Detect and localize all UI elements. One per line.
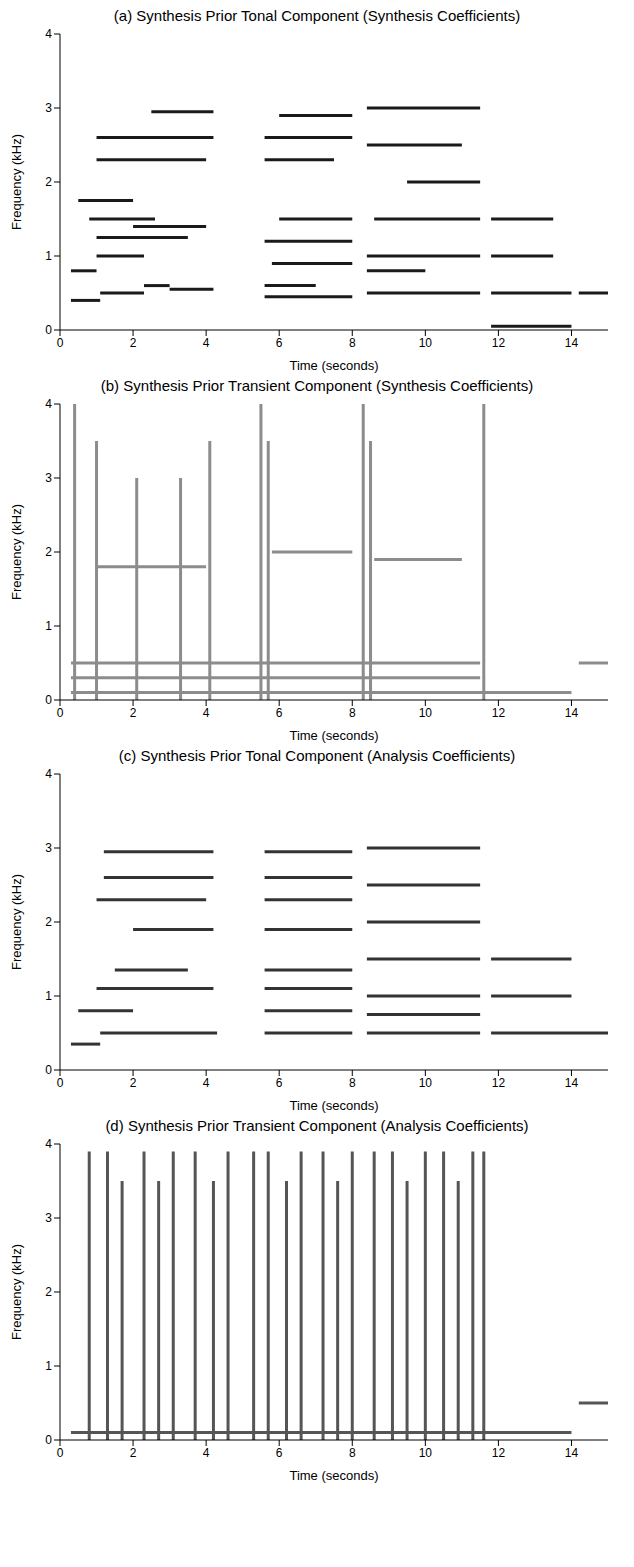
html-text:(a) Synthesis Prior Tonal Comp: (a) Synthesis Prior Tonal Component (Syn…: [113, 7, 521, 24]
html-text:(c) Synthesis Prior Tonal Comp: (c) Synthesis Prior Tonal Component (Ana…: [118, 747, 516, 764]
svg-text:Time (seconds): Time (seconds): [289, 1468, 378, 1483]
svg-text:12: 12: [492, 1076, 506, 1090]
svg-text:14: 14: [565, 336, 579, 350]
svg-text:10: 10: [419, 1076, 433, 1090]
svg-text:0: 0: [45, 323, 52, 337]
svg-text:8: 8: [349, 1446, 356, 1460]
svg-text:Frequency (kHz): Frequency (kHz): [9, 134, 24, 230]
svg-text:1: 1: [45, 989, 52, 1003]
svg-text:3: 3: [45, 841, 52, 855]
svg-text:6: 6: [276, 1446, 283, 1460]
svg-text:0: 0: [57, 706, 64, 720]
svg-text:4: 4: [45, 1137, 52, 1151]
svg-text:1: 1: [45, 249, 52, 263]
svg-text:0: 0: [45, 1063, 52, 1077]
svg-text:4: 4: [203, 1446, 210, 1460]
svg-text:4: 4: [203, 1076, 210, 1090]
svg-text:0: 0: [45, 693, 52, 707]
svg-text:Frequency (kHz): Frequency (kHz): [9, 874, 24, 970]
svg-text:Time (seconds): Time (seconds): [289, 728, 378, 743]
svg-text:12: 12: [492, 1446, 506, 1460]
svg-text:4: 4: [203, 706, 210, 720]
svg-text:4: 4: [203, 336, 210, 350]
svg-text:4: 4: [45, 27, 52, 41]
svg-text:12: 12: [492, 706, 506, 720]
svg-text:2: 2: [45, 1285, 52, 1299]
svg-text:6: 6: [276, 1076, 283, 1090]
svg-text:2: 2: [45, 915, 52, 929]
svg-text:2: 2: [130, 1076, 137, 1090]
svg-text:14: 14: [565, 1076, 579, 1090]
svg-text:0: 0: [57, 336, 64, 350]
svg-text:Frequency (kHz): Frequency (kHz): [9, 504, 24, 600]
svg-text:14: 14: [565, 706, 579, 720]
svg-text:10: 10: [419, 706, 433, 720]
svg-text:Time (seconds): Time (seconds): [289, 1098, 378, 1113]
svg-text:3: 3: [45, 101, 52, 115]
svg-text:6: 6: [276, 336, 283, 350]
svg-text:2: 2: [130, 1446, 137, 1460]
svg-text:4: 4: [45, 767, 52, 781]
svg-text:0: 0: [45, 1433, 52, 1447]
svg-text:12: 12: [492, 336, 506, 350]
svg-text:4: 4: [45, 397, 52, 411]
svg-text:8: 8: [349, 336, 356, 350]
svg-text:2: 2: [45, 175, 52, 189]
svg-text:2: 2: [130, 336, 137, 350]
svg-text:2: 2: [45, 545, 52, 559]
svg-text:14: 14: [565, 1446, 579, 1460]
svg-text:0: 0: [57, 1446, 64, 1460]
svg-text:0: 0: [57, 1076, 64, 1090]
svg-text:Frequency (kHz): Frequency (kHz): [9, 1244, 24, 1340]
svg-text:8: 8: [349, 706, 356, 720]
svg-text:3: 3: [45, 471, 52, 485]
html-text:(d) Synthesis Prior Transient: (d) Synthesis Prior Transient Component …: [105, 1117, 529, 1134]
svg-text:1: 1: [45, 619, 52, 633]
svg-text:2: 2: [130, 706, 137, 720]
svg-text:6: 6: [276, 706, 283, 720]
svg-text:10: 10: [419, 336, 433, 350]
html-text:(b) Synthesis Prior Transient: (b) Synthesis Prior Transient Component …: [100, 377, 534, 394]
svg-text:8: 8: [349, 1076, 356, 1090]
svg-text:1: 1: [45, 1359, 52, 1373]
svg-text:Time (seconds): Time (seconds): [289, 358, 378, 373]
svg-text:10: 10: [419, 1446, 433, 1460]
svg-text:3: 3: [45, 1211, 52, 1225]
